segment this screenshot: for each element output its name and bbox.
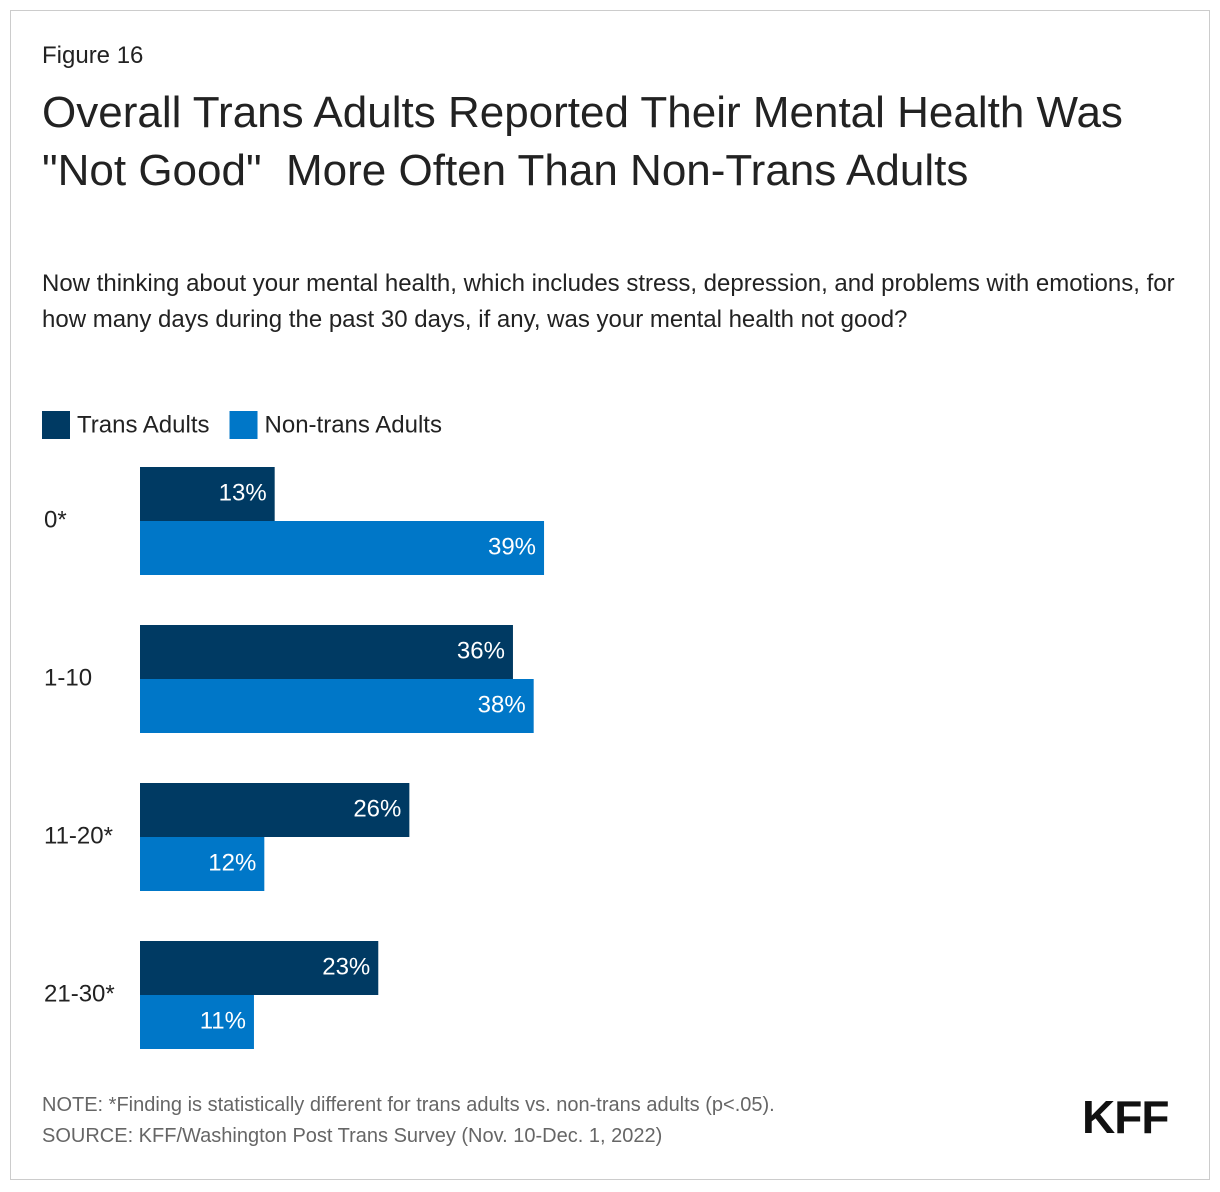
value-label: 11% — [200, 1007, 246, 1034]
legend-swatch — [229, 411, 258, 439]
source: SOURCE: KFF/Washington Post Trans Survey… — [42, 1125, 663, 1147]
legend-swatch — [42, 411, 70, 439]
value-label: 38% — [478, 691, 526, 718]
legend-label: Trans Adults — [77, 411, 210, 438]
bar — [140, 783, 410, 837]
figure-label: Figure 16 — [42, 42, 144, 69]
value-label: 12% — [208, 849, 256, 876]
value-label: 13% — [219, 479, 267, 506]
value-label: 23% — [322, 953, 370, 980]
category-label: 0* — [44, 506, 67, 533]
legend-label: Non-trans Adults — [265, 411, 442, 438]
category-label: 1-10 — [44, 664, 92, 691]
bar — [140, 625, 513, 679]
note: NOTE: *Finding is statistically differen… — [42, 1094, 775, 1116]
bar — [140, 837, 265, 891]
chart-subtitle: Now thinking about your mental health, w… — [42, 270, 1175, 333]
value-label: 39% — [488, 533, 536, 560]
value-label: 36% — [457, 637, 505, 664]
bar — [140, 467, 275, 521]
value-label: 26% — [353, 795, 401, 822]
bar — [140, 679, 534, 733]
bar — [140, 995, 254, 1049]
frame — [10, 10, 1210, 1180]
category-label: 21-30* — [44, 980, 115, 1007]
chart-title: Overall Trans Adults Reported Their Ment… — [42, 88, 1136, 195]
bar — [140, 941, 379, 995]
logo: KFF — [1082, 1091, 1169, 1143]
bar — [140, 521, 545, 575]
chart: Trans Adults Non-trans Adults 0* 13% 39% 1-10… — [42, 411, 545, 1049]
category-label: 11-20* — [44, 822, 113, 849]
